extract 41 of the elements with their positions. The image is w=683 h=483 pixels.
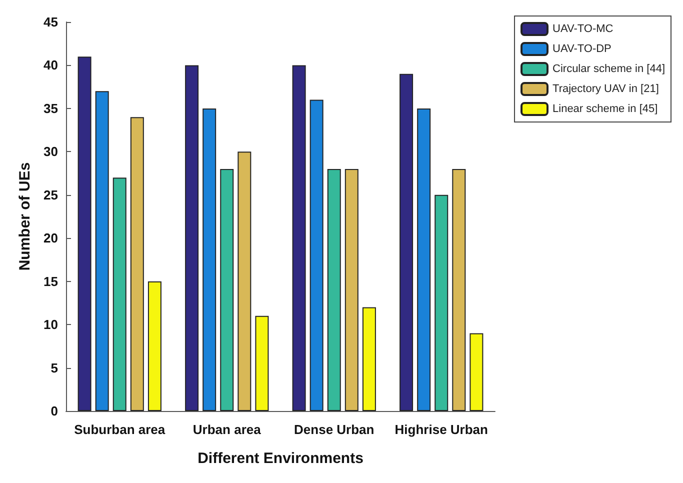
y-tick-label: 5 — [50, 360, 58, 376]
x-tick-label: Urban area — [192, 422, 262, 437]
legend-label: Linear scheme in [45] — [552, 103, 658, 115]
legend-label: UAV-TO-MC — [552, 23, 614, 35]
x-tick-label: Dense Urban — [294, 422, 374, 437]
bar — [220, 168, 234, 411]
y-tick-label: 40 — [44, 58, 58, 73]
y-tick-label: 35 — [44, 100, 58, 116]
bar — [238, 152, 252, 411]
y-tick-label: 25 — [44, 187, 58, 202]
bar — [344, 168, 358, 411]
bar — [362, 307, 376, 411]
bar — [255, 316, 269, 411]
bar — [95, 91, 109, 411]
bar — [292, 65, 306, 411]
y-tick-label: 10 — [44, 317, 58, 332]
y-tick-label: 30 — [44, 144, 58, 160]
x-axis-title: Different Environments — [198, 450, 364, 467]
y-tick-label: 20 — [44, 230, 58, 246]
bar — [417, 108, 431, 411]
y-tick-label: 0 — [50, 404, 58, 418]
legend-label: Circular scheme in [44] — [552, 63, 666, 75]
bar — [148, 281, 162, 411]
y-tick-label: 45 — [44, 14, 58, 30]
bar — [78, 56, 92, 411]
bar — [327, 168, 341, 411]
bar — [112, 178, 126, 411]
bar — [185, 65, 199, 411]
bar — [400, 74, 414, 411]
x-tick-label: Highrise Urban — [394, 422, 488, 437]
bar — [310, 100, 324, 411]
bar — [470, 333, 484, 411]
y-tick-label: 15 — [44, 274, 58, 289]
legend-label: Trajectory UAV in [21] — [552, 83, 659, 95]
bar — [130, 117, 144, 411]
bar — [202, 108, 216, 411]
bar — [434, 194, 448, 411]
legend-label: UAV-TO-DP — [552, 43, 612, 55]
bar — [452, 168, 466, 411]
x-tick-label: Suburban area — [74, 422, 166, 437]
y-axis-title: Number of UEs — [16, 162, 34, 271]
